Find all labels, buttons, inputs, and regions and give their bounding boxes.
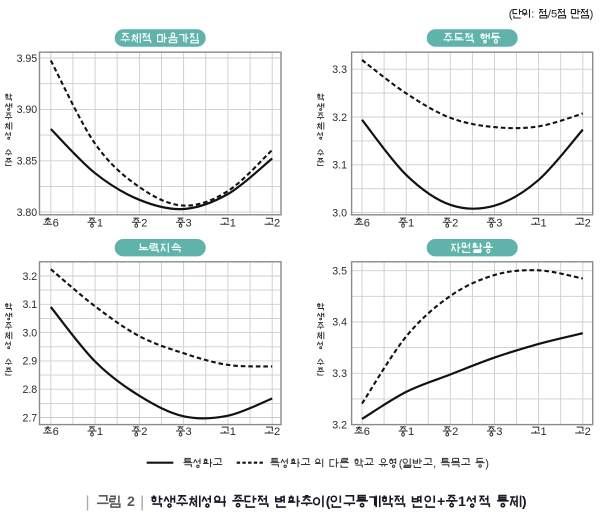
- svg-text:): ): [590, 8, 594, 20]
- svg-text:3: 3: [496, 217, 502, 229]
- svg-text:+: +: [437, 494, 445, 510]
- svg-text:2: 2: [141, 217, 147, 229]
- svg-text:1: 1: [458, 494, 466, 510]
- svg-text:2: 2: [274, 217, 280, 229]
- svg-text:/5: /5: [548, 8, 557, 20]
- svg-text:3.4: 3.4: [332, 317, 347, 329]
- svg-text:6: 6: [53, 426, 59, 438]
- svg-text:(: (: [399, 458, 403, 470]
- svg-text:6: 6: [364, 426, 370, 438]
- svg-text:1: 1: [230, 426, 236, 438]
- svg-text:1: 1: [230, 217, 236, 229]
- svg-text:6: 6: [53, 217, 59, 229]
- svg-text:3.95: 3.95: [17, 53, 38, 65]
- svg-text:6: 6: [364, 217, 370, 229]
- svg-text:3.5: 3.5: [332, 266, 347, 278]
- svg-text:): ): [522, 494, 527, 510]
- svg-text:3.80: 3.80: [17, 207, 38, 219]
- svg-text:3.3: 3.3: [332, 64, 347, 76]
- svg-text:1: 1: [541, 426, 547, 438]
- svg-text:2: 2: [141, 426, 147, 438]
- svg-text:3.0: 3.0: [22, 327, 37, 339]
- svg-text:1: 1: [408, 217, 414, 229]
- svg-text:1: 1: [408, 426, 414, 438]
- svg-text:): ): [485, 458, 489, 470]
- svg-text:3: 3: [496, 426, 502, 438]
- svg-text:2: 2: [452, 426, 458, 438]
- svg-text:3.3: 3.3: [332, 368, 347, 380]
- svg-text:(: (: [509, 8, 513, 20]
- svg-text:2: 2: [127, 494, 135, 510]
- svg-text:2: 2: [274, 426, 280, 438]
- svg-text:1: 1: [541, 217, 547, 229]
- svg-text:(: (: [326, 494, 331, 510]
- svg-text:3.90: 3.90: [17, 104, 38, 116]
- svg-text:3.2: 3.2: [332, 112, 347, 124]
- svg-text:3.1: 3.1: [22, 299, 37, 311]
- svg-text:2.8: 2.8: [22, 384, 37, 396]
- svg-text:2: 2: [585, 217, 591, 229]
- svg-text:2.7: 2.7: [22, 412, 37, 424]
- svg-text:3.2: 3.2: [22, 271, 37, 283]
- svg-text:2: 2: [585, 426, 591, 438]
- svg-text:1: 1: [97, 426, 103, 438]
- svg-text:2: 2: [452, 217, 458, 229]
- svg-text:3: 3: [186, 217, 192, 229]
- svg-text:2.9: 2.9: [22, 356, 37, 368]
- svg-text:3.2: 3.2: [332, 419, 347, 431]
- svg-text::: :: [531, 8, 534, 20]
- svg-text:3.0: 3.0: [332, 207, 347, 219]
- svg-text:3.1: 3.1: [332, 160, 347, 172]
- svg-text:3: 3: [186, 426, 192, 438]
- svg-text:3.85: 3.85: [17, 156, 38, 168]
- svg-text:,: ,: [433, 458, 436, 470]
- svg-text:1: 1: [97, 217, 103, 229]
